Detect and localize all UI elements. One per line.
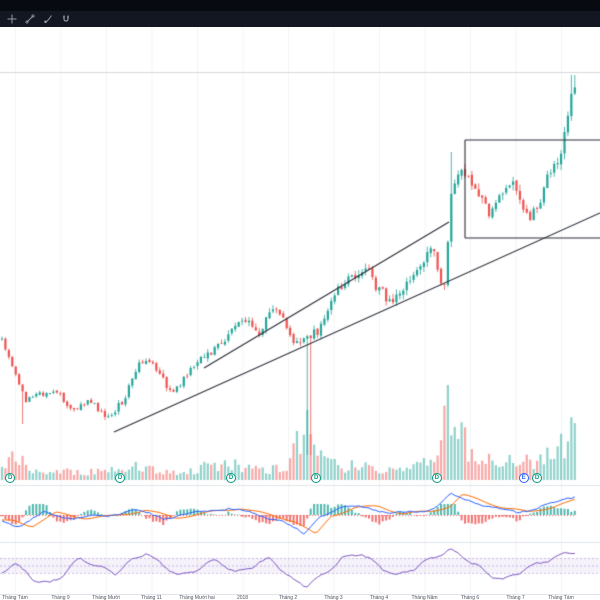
time-axis-label: Tháng 7 — [506, 595, 525, 600]
time-axis-label: Tháng 11 — [141, 595, 162, 600]
time-axis[interactable]: Tháng Tám Tháng 9 Tháng Mười Tháng 11 Tháng … — [0, 594, 600, 600]
brush-tool-icon[interactable] — [41, 13, 55, 26]
time-axis-label: Tháng Mười hai — [179, 595, 215, 600]
window-titlebar — [0, 0, 600, 11]
time-axis-label: Tháng Tám — [2, 595, 28, 600]
magnet-tool-icon[interactable] — [59, 13, 73, 26]
dividend-marker[interactable]: D — [226, 473, 236, 483]
time-axis-label: Tháng 2 — [278, 595, 298, 600]
toolbar-icon-group — [5, 13, 73, 26]
time-axis-label: Tháng Mười — [92, 595, 120, 600]
top-toolbar — [0, 0, 600, 27]
dividend-marker[interactable]: D — [431, 473, 442, 483]
trendline-tool-icon[interactable] — [23, 13, 37, 26]
price-chart-canvas[interactable] — [0, 27, 600, 594]
time-axis-label: Tháng Năm — [411, 595, 438, 600]
drawing-toolbar — [0, 11, 600, 27]
time-axis-label: Tháng 3 — [324, 595, 343, 600]
crosshair-icon[interactable] — [5, 13, 19, 26]
earnings-marker[interactable]: E — [518, 473, 529, 483]
time-axis-label: Tháng Tám — [548, 595, 574, 600]
dividend-marker[interactable]: D — [5, 473, 16, 483]
time-axis-label: Tháng 6 — [460, 595, 480, 600]
time-axis-label: Tháng 9 — [51, 595, 70, 600]
time-axis-label: 2018 — [236, 595, 249, 600]
dividend-marker[interactable]: D — [532, 473, 542, 483]
dividend-marker[interactable]: D — [115, 473, 125, 483]
dividend-marker[interactable]: D — [311, 473, 322, 483]
time-axis-label: Tháng 4 — [369, 595, 389, 600]
